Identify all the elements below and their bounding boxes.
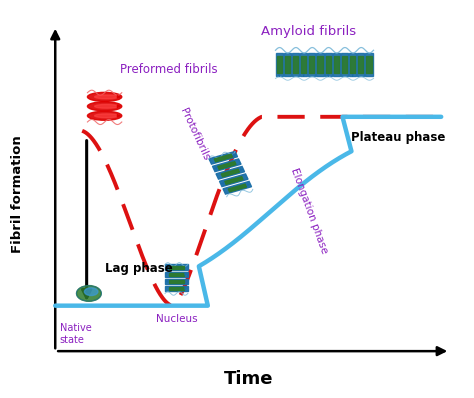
Text: Time: Time: [223, 370, 273, 388]
Bar: [209, 151, 237, 164]
Bar: [223, 181, 252, 194]
Bar: [366, 56, 372, 73]
Ellipse shape: [87, 92, 122, 101]
Ellipse shape: [87, 102, 122, 111]
Bar: [169, 287, 184, 290]
Bar: [221, 169, 239, 177]
Bar: [350, 56, 355, 73]
Bar: [285, 56, 290, 73]
Bar: [283, 53, 291, 76]
Ellipse shape: [87, 111, 122, 120]
Bar: [316, 53, 324, 76]
Bar: [169, 273, 184, 276]
Bar: [309, 56, 314, 73]
Bar: [357, 53, 365, 76]
Bar: [277, 56, 282, 73]
Bar: [341, 53, 348, 76]
Bar: [334, 56, 339, 73]
Ellipse shape: [95, 114, 118, 118]
Bar: [225, 177, 243, 184]
Bar: [325, 53, 332, 76]
Bar: [301, 56, 306, 73]
Text: Native
state: Native state: [60, 323, 91, 345]
Bar: [275, 53, 283, 76]
Bar: [165, 279, 188, 284]
Bar: [169, 266, 184, 269]
Bar: [169, 280, 184, 283]
Bar: [165, 264, 188, 269]
Text: Preformed fibrils: Preformed fibrils: [120, 63, 218, 76]
Text: Nucleus: Nucleus: [155, 314, 197, 324]
Bar: [326, 56, 331, 73]
Bar: [342, 56, 347, 73]
Bar: [292, 53, 299, 76]
Bar: [349, 53, 356, 76]
Bar: [300, 53, 307, 76]
Bar: [358, 56, 364, 73]
Text: Protofibrils: Protofibrils: [178, 107, 211, 162]
Ellipse shape: [95, 104, 118, 108]
Bar: [165, 286, 188, 291]
Bar: [333, 53, 340, 76]
Bar: [165, 271, 188, 277]
Bar: [216, 166, 245, 179]
Text: Fibril formation: Fibril formation: [10, 135, 24, 253]
Bar: [308, 53, 316, 76]
Ellipse shape: [95, 95, 118, 99]
Bar: [219, 174, 248, 187]
Bar: [365, 53, 373, 76]
Text: Amyloid fibrils: Amyloid fibrils: [261, 25, 356, 38]
Bar: [318, 56, 322, 73]
Text: Lag phase: Lag phase: [105, 262, 173, 275]
Ellipse shape: [84, 288, 98, 296]
Text: Elongation phase: Elongation phase: [289, 167, 329, 256]
Ellipse shape: [77, 285, 101, 301]
Bar: [218, 162, 236, 170]
Bar: [212, 159, 241, 172]
Bar: [293, 56, 298, 73]
Bar: [228, 184, 246, 192]
Text: Plateau phase: Plateau phase: [351, 131, 446, 144]
Bar: [214, 154, 233, 162]
